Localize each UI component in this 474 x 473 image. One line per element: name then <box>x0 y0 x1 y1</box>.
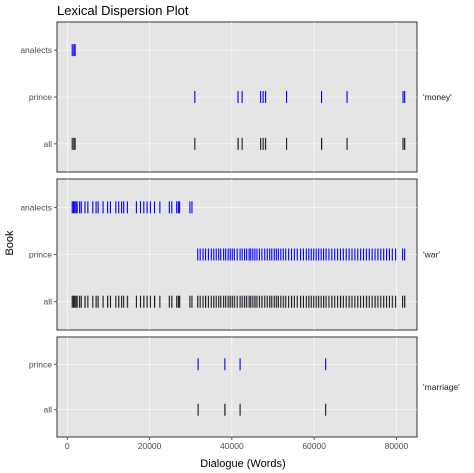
x-tick-label: 20000 <box>138 441 162 451</box>
y-tick-label: prince <box>29 92 52 102</box>
facet-panel: analects prince all 'money' <box>20 21 452 173</box>
y-tick-label: analects <box>20 202 52 212</box>
facet-strip-label: 'marriage' <box>423 382 460 392</box>
facet-strip-label: 'war' <box>423 250 440 260</box>
y-tick-label: analects <box>20 45 52 55</box>
facet-panel: analects prince all 'war' <box>20 178 440 331</box>
facet-panels: analects prince all 'money' analects prince al… <box>20 21 460 438</box>
panel-background <box>56 336 418 438</box>
x-axis-label: Dialogue (Words) <box>200 458 285 470</box>
facet-panel: prince all 'marriage' <box>29 336 460 438</box>
x-axis: 0 20000 40000 60000 80000 <box>65 437 409 451</box>
y-tick-label: prince <box>29 359 52 369</box>
y-tick-label: all <box>43 139 52 149</box>
y-tick-label: all <box>43 297 52 307</box>
chart-title: Lexical Dispersion Plot <box>57 3 189 18</box>
x-tick-label: 60000 <box>302 441 326 451</box>
x-tick-label: 40000 <box>220 441 244 451</box>
facet-strip-label: 'money' <box>423 92 452 102</box>
y-axis-label: Book <box>4 230 16 256</box>
y-tick-label: all <box>43 405 52 415</box>
x-tick-label: 0 <box>65 441 70 451</box>
x-tick-label: 80000 <box>385 441 409 451</box>
y-tick-label: prince <box>29 250 52 260</box>
